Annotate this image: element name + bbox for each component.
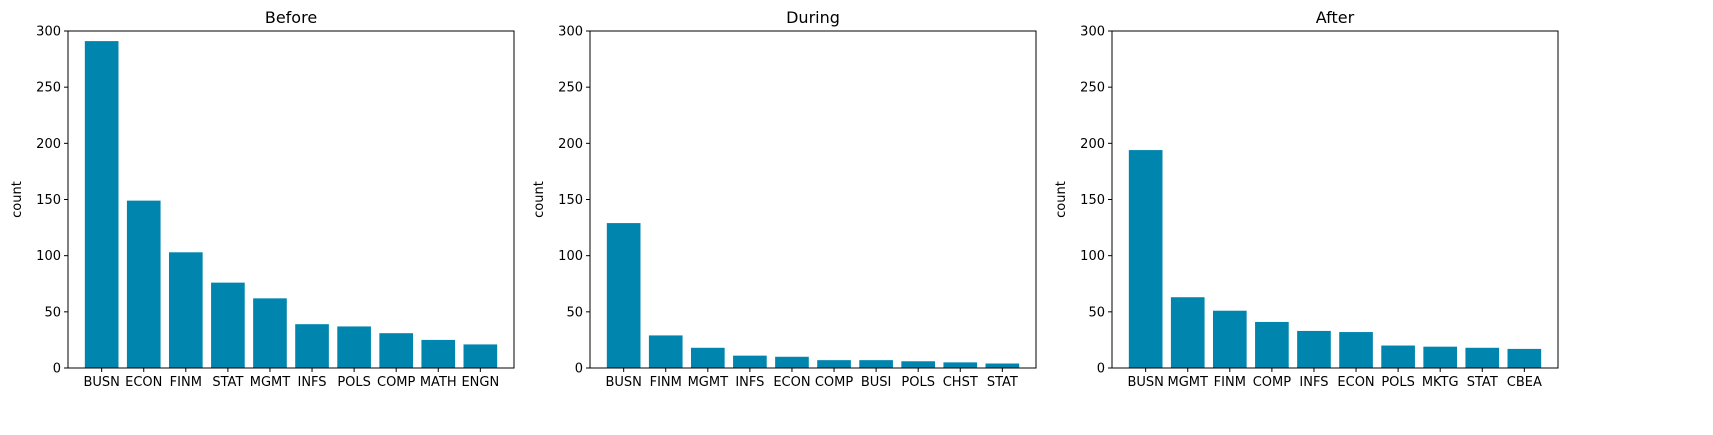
- bar-pols: [337, 326, 371, 368]
- bar-engn: [463, 344, 498, 368]
- bar-math: [421, 339, 456, 368]
- bar-stat: [985, 363, 1020, 368]
- x-tick-label: FINM: [170, 375, 202, 390]
- bar-comp: [817, 360, 851, 368]
- y-tick-label: 50: [44, 305, 61, 320]
- chart-title: After: [1316, 8, 1355, 27]
- y-axis-label: count: [1054, 181, 1069, 218]
- x-tick-label: STAT: [212, 375, 243, 390]
- bar-econ: [1339, 332, 1373, 368]
- x-tick-label: COMP: [1253, 375, 1292, 390]
- x-tick-label: COMP: [815, 375, 854, 390]
- bar-econ: [775, 356, 809, 368]
- bar-cbea: [1507, 348, 1542, 368]
- x-tick-label: STAT: [1467, 375, 1498, 390]
- x-tick-label: ENGN: [461, 375, 499, 390]
- bar-busn: [606, 223, 641, 368]
- bar-finm: [1212, 310, 1247, 368]
- x-tick-label: POLS: [1381, 375, 1415, 390]
- x-tick-label: MGMT: [688, 375, 729, 390]
- chart-title: During: [786, 8, 840, 27]
- bar-busn: [84, 41, 119, 369]
- x-tick-label: BUSI: [861, 375, 892, 390]
- x-tick-label: INFS: [1299, 375, 1328, 390]
- x-tick-label: MGMT: [250, 375, 291, 390]
- x-tick-label: ECON: [773, 375, 810, 390]
- y-tick-label: 0: [53, 362, 61, 377]
- bar-comp: [379, 333, 414, 368]
- x-tick-label: STAT: [987, 375, 1018, 390]
- bar-comp: [1255, 321, 1289, 368]
- y-tick-label: 300: [1080, 25, 1105, 40]
- x-tick-label: INFS: [298, 375, 327, 390]
- bar-mktg: [1423, 346, 1458, 368]
- y-tick-label: 250: [36, 81, 61, 96]
- y-tick-label: 0: [575, 362, 583, 377]
- y-tick-label: 0: [1097, 362, 1105, 377]
- y-tick-label: 200: [36, 137, 61, 152]
- y-tick-label: 200: [1080, 137, 1105, 152]
- bar-infs: [1297, 330, 1331, 368]
- bar-stat: [1465, 347, 1500, 368]
- x-tick-label: ECON: [125, 375, 162, 390]
- bar-chst: [943, 362, 978, 368]
- y-tick-label: 50: [1088, 305, 1105, 320]
- bar-stat: [211, 282, 245, 368]
- bar-econ: [126, 200, 161, 368]
- chart-panel-2: During BUSN FINM MGMT INFS ECON COMP BUSI POLS CH…: [532, 8, 1037, 390]
- y-tick-label: 50: [566, 305, 583, 320]
- x-tick-label: MGMT: [1168, 375, 1209, 390]
- x-tick-label: FINM: [1214, 375, 1246, 390]
- x-tick-label: CBEA: [1507, 375, 1542, 390]
- y-tick-label: 200: [558, 137, 583, 152]
- bar-infs: [733, 355, 767, 368]
- x-tick-label: ECON: [1337, 375, 1374, 390]
- x-tick-label: FINM: [650, 375, 682, 390]
- bar-busi: [859, 360, 893, 368]
- chart-panel-1: Before BUSN ECON FINM STAT MGMT INFS POLS COMP MA…: [10, 8, 515, 390]
- y-tick-label: 150: [36, 193, 61, 208]
- plot-frame: [67, 30, 515, 369]
- bar-finm: [168, 252, 203, 368]
- bar-infs: [295, 324, 329, 368]
- x-tick-label: POLS: [337, 375, 371, 390]
- chart-panel-3: After BUSN MGMT FINM COMP INFS ECON POLS MKTG STA…: [1054, 8, 1559, 390]
- plot-frame: [589, 30, 1037, 369]
- y-tick-label: 250: [1080, 81, 1105, 96]
- x-tick-label: CHST: [943, 375, 978, 390]
- bar-finm: [648, 335, 683, 368]
- x-tick-label: COMP: [377, 375, 416, 390]
- plot-frame: [1111, 30, 1559, 369]
- y-tick-label: 100: [36, 249, 61, 264]
- y-axis-label: count: [532, 181, 547, 218]
- bar-mgmt: [253, 298, 287, 368]
- bar-pols: [901, 361, 936, 368]
- bar-mgmt: [1170, 297, 1205, 368]
- y-tick-label: 100: [1080, 249, 1105, 264]
- x-tick-label: INFS: [735, 375, 764, 390]
- y-tick-label: 100: [558, 249, 583, 264]
- chart-title: Before: [265, 8, 317, 27]
- x-tick-label: POLS: [901, 375, 935, 390]
- y-tick-label: 300: [36, 25, 61, 40]
- y-tick-label: 300: [558, 25, 583, 40]
- x-tick-label: BUSN: [1127, 375, 1163, 390]
- x-tick-label: MKTG: [1422, 375, 1459, 390]
- y-axis-label: count: [10, 181, 25, 218]
- bar-mgmt: [690, 347, 725, 368]
- x-tick-label: BUSN: [83, 375, 119, 390]
- bar-busn: [1128, 150, 1163, 368]
- y-tick-label: 250: [558, 81, 583, 96]
- y-tick-label: 150: [1080, 193, 1105, 208]
- x-tick-label: MATH: [420, 375, 457, 390]
- y-tick-label: 150: [558, 193, 583, 208]
- x-tick-label: BUSN: [605, 375, 641, 390]
- bar-pols: [1381, 345, 1415, 368]
